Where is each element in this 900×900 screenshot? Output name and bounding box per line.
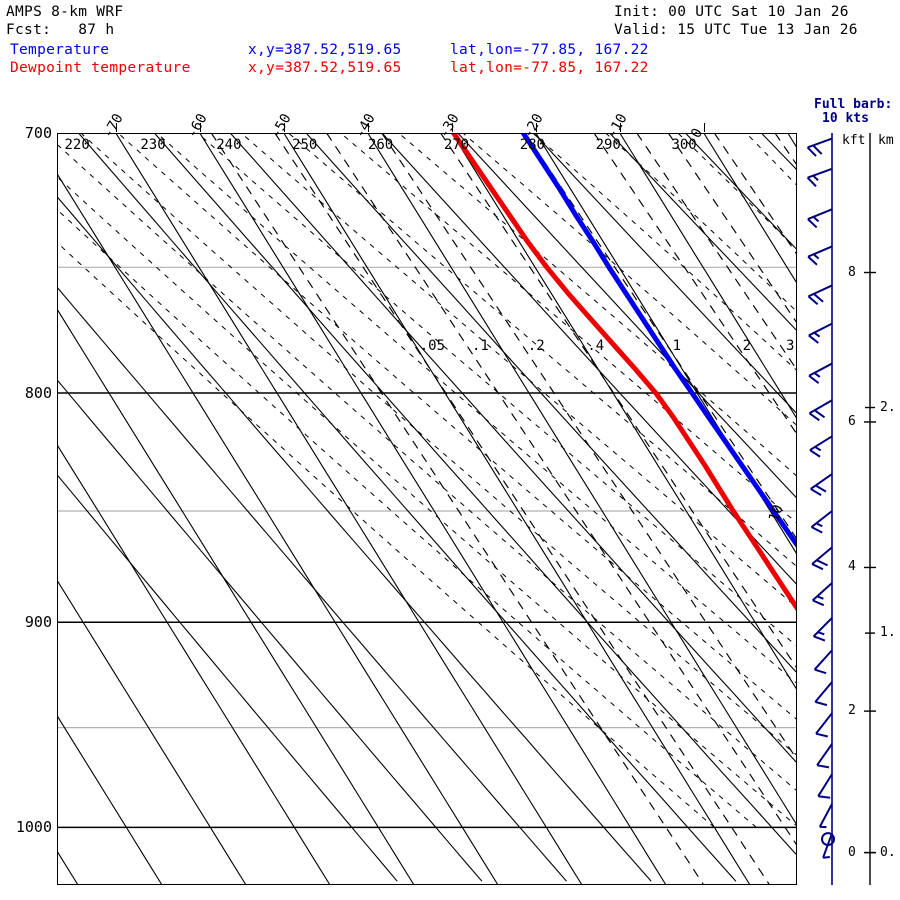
temp-tickmark bbox=[535, 123, 538, 132]
kft-tick-2: 2 bbox=[848, 703, 856, 719]
kft-tick-0: 0 bbox=[848, 844, 856, 860]
km-unit-label: km bbox=[878, 133, 894, 148]
dewpoint-trace bbox=[451, 133, 797, 613]
dewpoint-latlon: lat,lon=-77.85, 167.22 bbox=[450, 60, 649, 76]
skewt-canvas bbox=[57, 133, 797, 885]
wind-barb bbox=[806, 137, 833, 157]
isentrope-label-220: 220 bbox=[64, 137, 90, 153]
wind-barb bbox=[808, 362, 833, 384]
wind-barb bbox=[806, 167, 833, 188]
forecast-hour: Fcst: 87 h bbox=[6, 22, 115, 38]
wind-barb bbox=[814, 681, 833, 707]
wind-barb bbox=[807, 284, 833, 306]
isentrope-label-270: 270 bbox=[443, 137, 470, 153]
wind-barb bbox=[807, 245, 833, 266]
temperature-latlon: lat,lon=-77.85, 167.22 bbox=[450, 42, 649, 58]
valid-time: Valid: 15 UTC Tue 13 Jan 26 bbox=[614, 22, 858, 38]
isentrope-label-250: 250 bbox=[292, 137, 318, 153]
temp-tickmark bbox=[367, 123, 370, 132]
temp-tickmark bbox=[115, 123, 118, 132]
km-tick-1.: 1. bbox=[880, 625, 896, 641]
wind-barb bbox=[816, 743, 833, 769]
mixing-ratio-label-4: 1 bbox=[672, 338, 682, 355]
mixing-ratio-label-5: 2 bbox=[742, 338, 752, 355]
wind-barb bbox=[818, 803, 833, 829]
isentrope-label-260: 260 bbox=[367, 137, 394, 153]
isentrope-label-230: 230 bbox=[140, 137, 166, 153]
pressure-tick-1000: 1000 bbox=[15, 818, 52, 837]
plot-frame bbox=[57, 133, 797, 885]
skewt-plot[interactable]: 220 230 240 250 260 270 280 290 300 .05 .1 .2 .4 1 2 3… bbox=[57, 133, 797, 885]
wind-barb bbox=[808, 322, 833, 344]
temperature-xy: x,y=387.52,519.65 bbox=[248, 42, 402, 58]
kft-tick-8: 8 bbox=[848, 264, 856, 280]
temp-tickmark bbox=[703, 123, 706, 132]
temp-tickmark bbox=[451, 123, 454, 132]
wind-barb-panel: Full barb: 10 kts kft km 0 2 4 6 8 0. 1. 2. bbox=[800, 95, 900, 895]
wind-barb bbox=[812, 617, 833, 642]
mixing-ratio-label-2: .2 bbox=[527, 338, 545, 355]
wind-barb bbox=[817, 773, 833, 799]
isentrope-label-290: 290 bbox=[595, 137, 621, 153]
wind-barb bbox=[815, 712, 833, 738]
wind-barb bbox=[808, 399, 833, 422]
kft-unit-label: kft bbox=[842, 133, 866, 148]
wind-barb bbox=[810, 510, 833, 534]
km-tick-2.: 2. bbox=[880, 399, 896, 415]
temperature-legend: Temperature bbox=[10, 42, 110, 58]
isentrope-label-300: 300 bbox=[671, 137, 697, 153]
dewpoint-legend: Dewpoint temperature bbox=[10, 60, 191, 76]
wind-caption-line2: 10 kts bbox=[822, 111, 869, 126]
header: AMPS 8-km WRF Fcst: 87 h Init: 00 UTC Sa… bbox=[0, 0, 900, 90]
kft-tick-6: 6 bbox=[848, 413, 856, 429]
temp-tickmark bbox=[283, 123, 286, 132]
isentrope-label-240: 240 bbox=[216, 137, 242, 153]
mixing-ratio-label-6: 3 bbox=[786, 338, 795, 355]
temp-tickmark bbox=[199, 123, 202, 132]
pressure-tick-900: 900 bbox=[24, 613, 52, 632]
init-time: Init: 00 UTC Sat 10 Jan 26 bbox=[614, 4, 849, 20]
wind-caption-line1: Full barb: bbox=[814, 97, 893, 112]
wind-barb bbox=[812, 582, 833, 607]
wind-barb bbox=[809, 435, 833, 458]
temp-tickmark bbox=[619, 123, 622, 132]
mixing-ratio-label-3: .4 bbox=[587, 338, 605, 355]
wind-barb bbox=[810, 473, 833, 496]
wind-barb-canvas bbox=[806, 133, 876, 885]
dewpoint-xy: x,y=387.52,519.65 bbox=[248, 60, 402, 76]
mixing-ratio-label-1: .1 bbox=[472, 338, 489, 355]
kft-tick-4: 4 bbox=[848, 559, 856, 575]
km-tick-0.: 0. bbox=[880, 844, 896, 860]
model-title: AMPS 8-km WRF bbox=[6, 4, 124, 20]
isentrope-label-280: 280 bbox=[519, 137, 545, 153]
pressure-tick-800: 800 bbox=[24, 383, 52, 402]
wind-barb bbox=[807, 208, 833, 229]
temperature-trace bbox=[520, 133, 797, 550]
wind-barb bbox=[813, 649, 833, 675]
mixing-ratio-label-0: .05 bbox=[419, 338, 446, 355]
wind-barb bbox=[811, 546, 833, 571]
pressure-tick-700: 700 bbox=[24, 124, 52, 142]
